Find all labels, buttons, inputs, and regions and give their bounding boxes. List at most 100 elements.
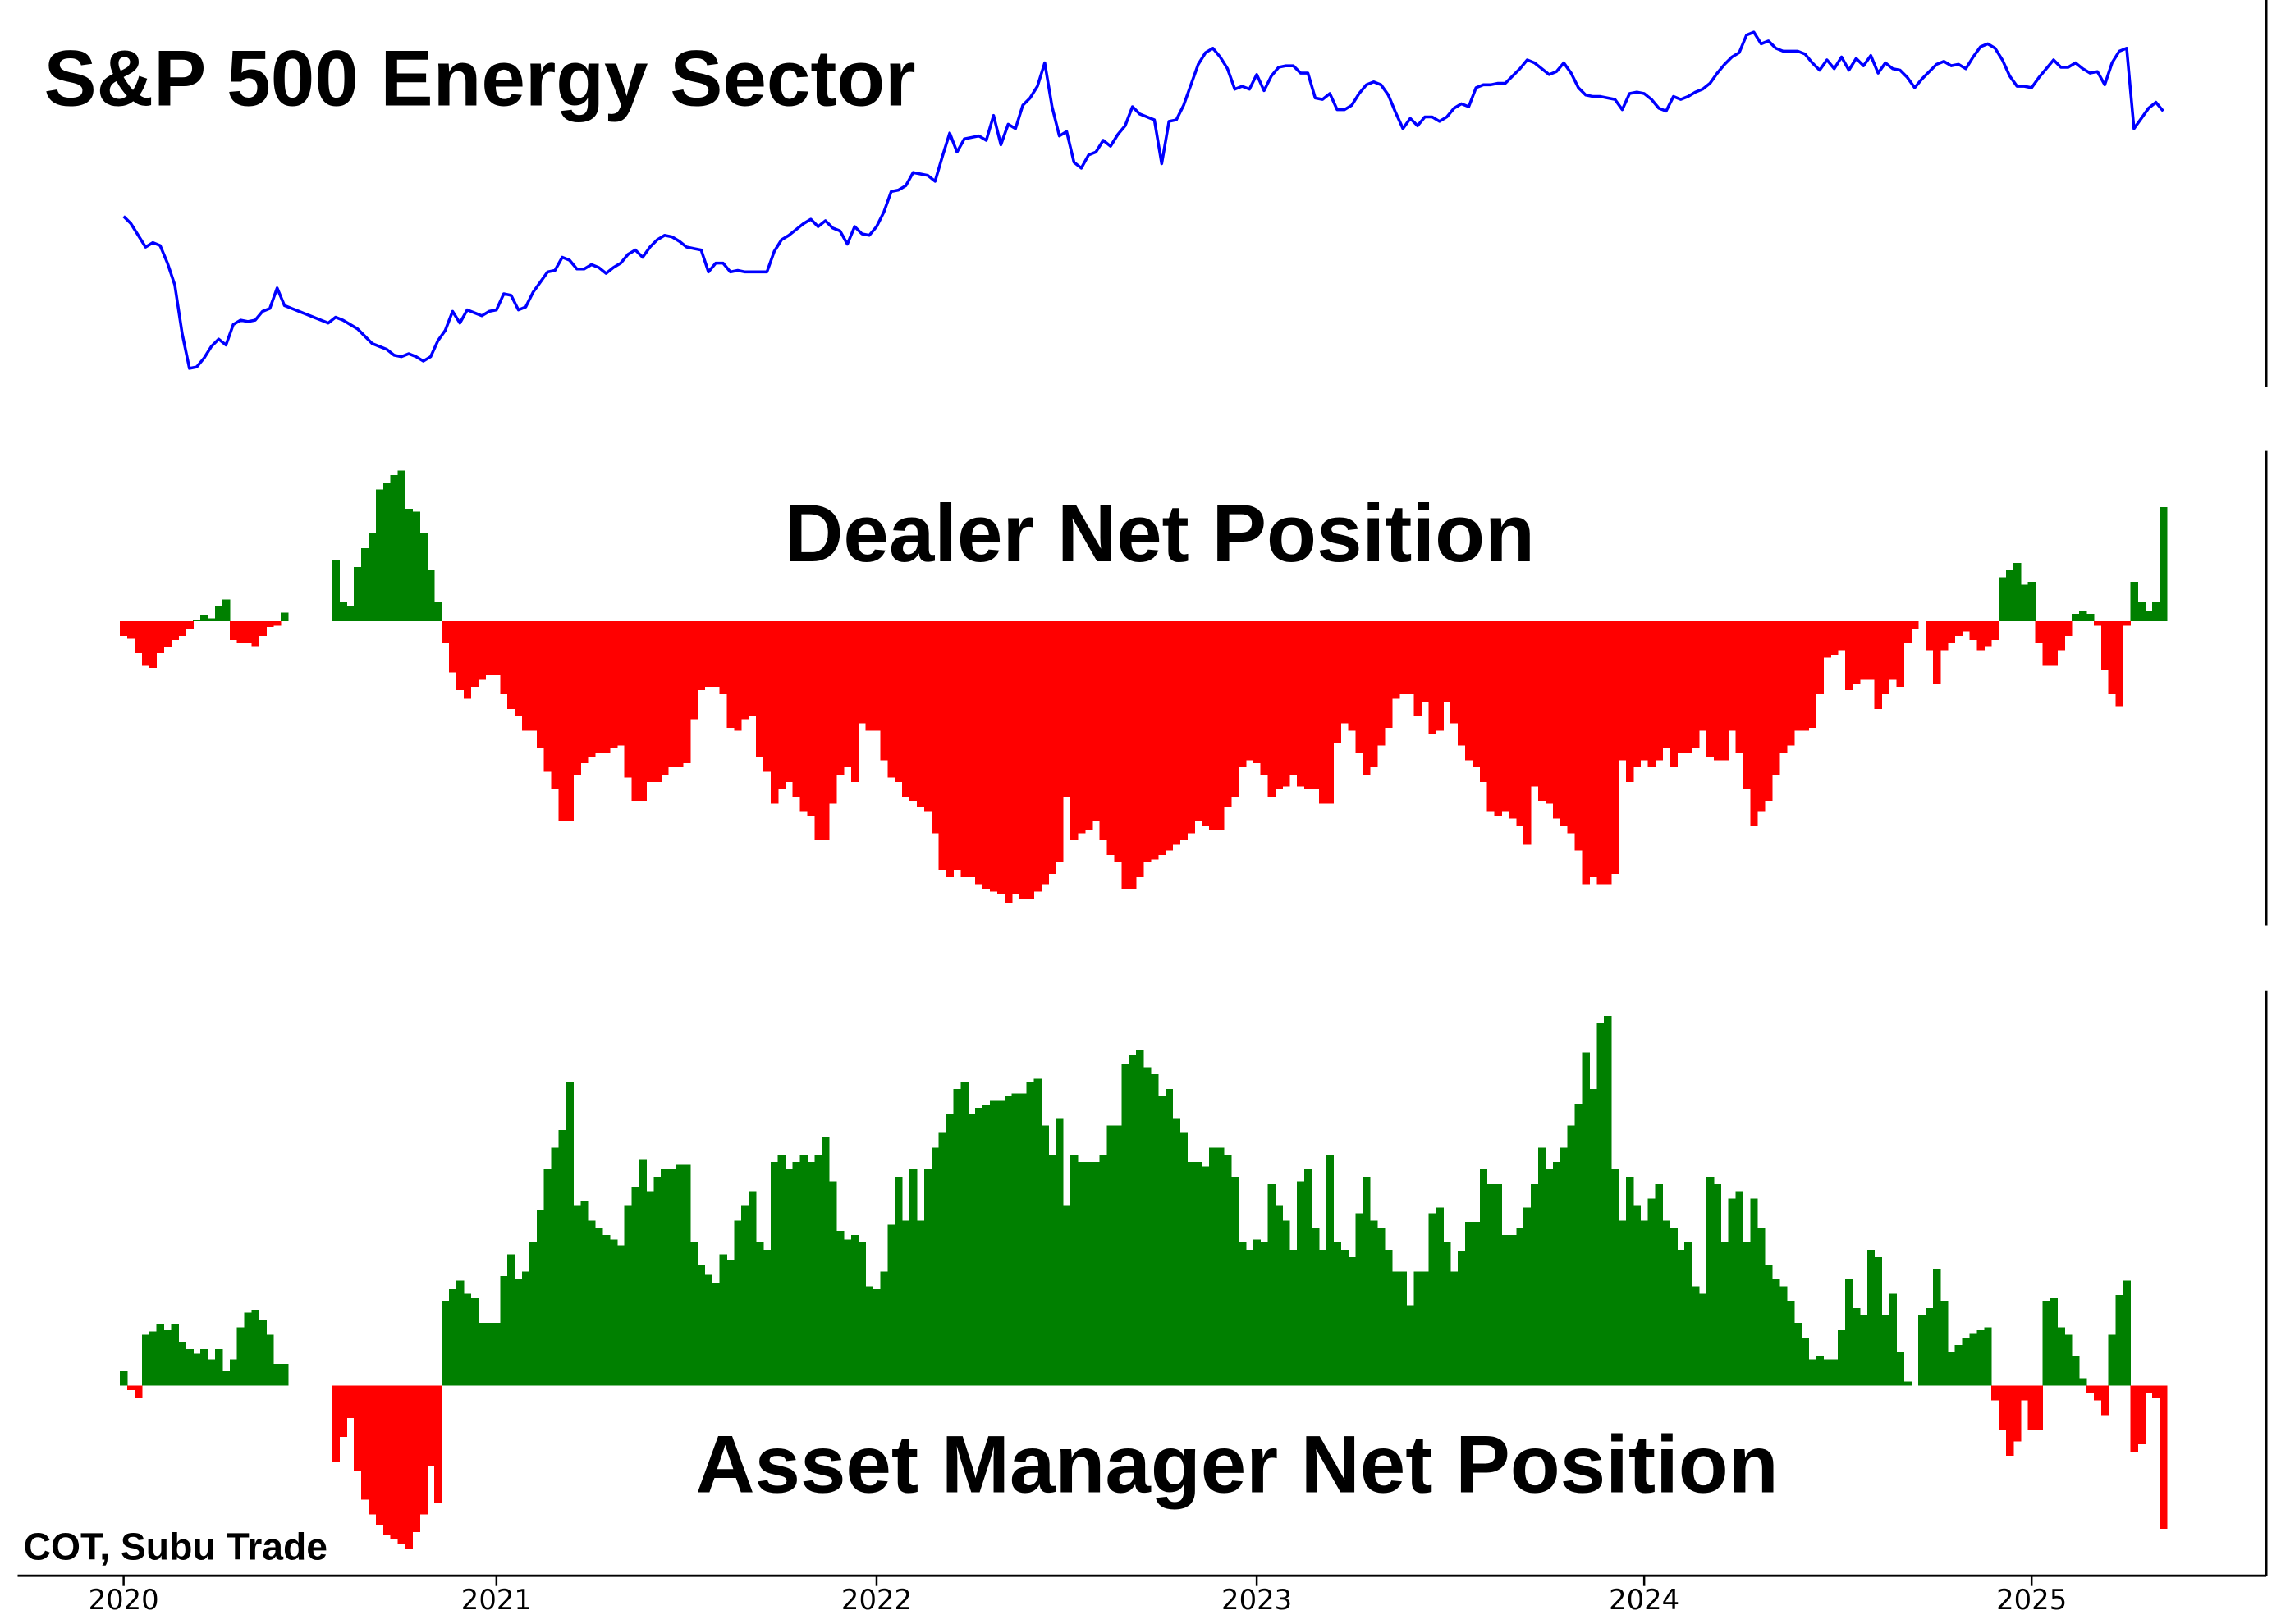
bar	[1143, 1067, 1152, 1386]
bar	[1735, 621, 1743, 753]
bar	[1413, 1271, 1422, 1386]
bar	[719, 1254, 727, 1386]
bar	[1179, 1132, 1189, 1386]
bar	[2020, 584, 2029, 622]
bar	[1150, 1074, 1159, 1386]
bar	[229, 1359, 238, 1386]
bar	[799, 621, 808, 812]
bar	[836, 621, 845, 775]
bar	[1333, 621, 1342, 743]
bar	[1903, 1381, 1912, 1386]
bar	[741, 621, 749, 720]
bar	[887, 621, 895, 778]
bar	[668, 1169, 676, 1386]
bar	[1808, 621, 1816, 729]
bar	[1326, 621, 1335, 804]
x-tick-label: 2021	[461, 1584, 532, 1616]
bar	[2042, 621, 2050, 666]
bar	[1618, 621, 1627, 761]
bar	[990, 621, 998, 892]
bar	[734, 1220, 742, 1386]
bar	[361, 1385, 369, 1500]
bar	[631, 621, 640, 802]
bar	[814, 1155, 822, 1386]
bar	[419, 1385, 428, 1515]
bar	[697, 1264, 706, 1386]
bar	[1216, 621, 1225, 830]
bar	[222, 599, 231, 622]
x-tick-label: 2023	[1221, 1584, 1292, 1616]
bar	[382, 1385, 392, 1535]
bar	[1084, 621, 1093, 830]
bar	[1202, 1166, 1210, 1386]
bar	[1092, 621, 1101, 822]
bar	[1348, 621, 1356, 731]
bar	[1428, 1213, 1436, 1386]
bar	[1333, 1242, 1342, 1386]
bar	[960, 1082, 969, 1386]
bar	[1041, 621, 1049, 885]
bar	[1743, 621, 1751, 789]
bar	[2145, 611, 2153, 622]
bar	[427, 570, 435, 622]
bar	[1574, 621, 1583, 851]
bar	[2057, 621, 2065, 651]
bar	[1552, 1162, 1561, 1386]
bar	[127, 1385, 135, 1390]
bar	[1077, 1162, 1086, 1386]
bar	[2050, 1297, 2058, 1386]
bar	[163, 621, 172, 648]
bar	[1340, 1249, 1349, 1386]
bar	[156, 1324, 165, 1386]
bar	[1531, 621, 1539, 787]
bar	[1954, 621, 1963, 636]
bar	[792, 621, 800, 797]
bar	[624, 1205, 633, 1386]
bar	[1640, 621, 1649, 761]
bar	[178, 1342, 186, 1386]
bar	[1713, 1183, 1722, 1386]
bar	[1786, 621, 1795, 746]
bar	[734, 621, 742, 731]
bar	[704, 621, 713, 688]
bar	[1289, 621, 1298, 775]
bar	[368, 533, 377, 622]
bar	[1472, 1222, 1481, 1386]
bar	[1962, 621, 1971, 632]
bar	[266, 621, 274, 628]
bar	[332, 1385, 340, 1462]
bar	[1260, 621, 1269, 775]
bar	[1823, 1359, 1831, 1386]
bar	[1560, 1147, 1569, 1386]
bar	[566, 621, 574, 822]
bar	[193, 1353, 201, 1386]
bar	[1033, 1078, 1042, 1386]
bar	[712, 1283, 721, 1386]
bar	[1567, 621, 1576, 834]
bar	[1391, 621, 1400, 699]
panel-title: Dealer Net Position	[784, 488, 1535, 579]
bar	[1874, 621, 1883, 709]
bar	[1399, 621, 1408, 695]
bar	[515, 1279, 523, 1386]
bar	[931, 621, 940, 834]
bar	[1253, 621, 1262, 763]
bar	[843, 1239, 852, 1386]
bar	[1150, 621, 1159, 860]
bar	[1238, 621, 1247, 768]
bar	[434, 602, 442, 622]
bar	[346, 606, 355, 622]
bar	[2137, 1385, 2146, 1444]
bar	[1838, 621, 1846, 651]
bar	[1889, 1293, 1897, 1386]
bar	[682, 1164, 691, 1386]
bar	[332, 560, 340, 622]
bar	[1458, 1251, 1466, 1386]
bar	[1436, 621, 1444, 731]
bar	[1311, 1228, 1320, 1386]
bar	[1377, 1228, 1386, 1386]
bar	[1940, 621, 1949, 651]
bar	[1179, 621, 1189, 841]
bar	[1670, 621, 1678, 768]
bar	[236, 1327, 245, 1386]
